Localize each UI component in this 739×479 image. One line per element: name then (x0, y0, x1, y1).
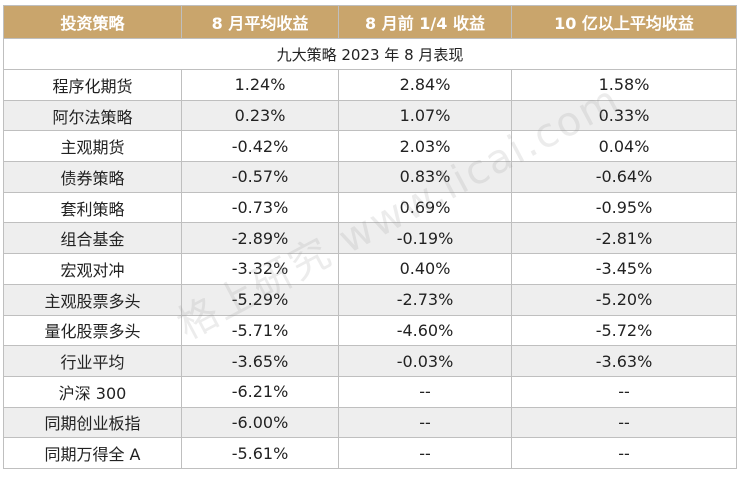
strategy-name-cell: 同期创业板指 (3, 406, 182, 439)
august-average-return-cell: 0.23% (181, 99, 339, 132)
august-average-return-cell: -0.42% (181, 130, 339, 163)
header-strategy: 投资策略 (3, 5, 182, 39)
august-average-return-cell: -5.61% (181, 437, 339, 469)
table-row: 行业平均 -3.65% -0.03% -3.63% (3, 345, 737, 377)
header-august-top-quartile-return: 8 月前 1/4 收益 (338, 5, 512, 39)
large-fund-average-return-cell: 0.04% (511, 130, 737, 163)
header-large-fund-average-return: 10 亿以上平均收益 (511, 5, 737, 39)
strategy-name-cell: 主观股票多头 (3, 283, 182, 316)
august-top-quartile-return-cell: -0.19% (338, 222, 512, 255)
table-row: 主观期货 -0.42% 2.03% 0.04% (3, 130, 737, 163)
large-fund-average-return-cell: -0.64% (511, 161, 737, 193)
august-average-return-cell: 1.24% (181, 69, 339, 101)
table-row: 套利策略 -0.73% 0.69% -0.95% (3, 191, 737, 224)
august-average-return-cell: -3.32% (181, 253, 339, 285)
table-row: 沪深 300 -6.21% -- -- (3, 375, 737, 408)
table-row: 组合基金 -2.89% -0.19% -2.81% (3, 222, 737, 255)
august-average-return-cell: -6.00% (181, 406, 339, 439)
august-average-return-cell: -2.89% (181, 222, 339, 255)
august-average-return-cell: -0.57% (181, 161, 339, 193)
large-fund-average-return-cell: -2.81% (511, 222, 737, 255)
table-body: 程序化期货 1.24% 2.84% 1.58% 阿尔法策略 0.23% 1.07% 0.33%… (3, 69, 737, 469)
large-fund-average-return-cell: -- (511, 437, 737, 469)
strategy-name-cell: 阿尔法策略 (3, 99, 182, 132)
august-top-quartile-return-cell: -4.60% (338, 314, 512, 347)
august-top-quartile-return-cell: -0.03% (338, 345, 512, 377)
table-row: 宏观对冲 -3.32% 0.40% -3.45% (3, 253, 737, 285)
strategy-name-cell: 沪深 300 (3, 375, 182, 408)
august-average-return-cell: -0.73% (181, 191, 339, 224)
strategy-name-cell: 程序化期货 (3, 69, 182, 101)
august-top-quartile-return-cell: -- (338, 375, 512, 408)
august-top-quartile-return-cell: 0.69% (338, 191, 512, 224)
august-top-quartile-return-cell: -2.73% (338, 283, 512, 316)
august-top-quartile-return-cell: 1.07% (338, 99, 512, 132)
table-row: 程序化期货 1.24% 2.84% 1.58% (3, 69, 737, 101)
table-row: 阿尔法策略 0.23% 1.07% 0.33% (3, 99, 737, 132)
large-fund-average-return-cell: -0.95% (511, 191, 737, 224)
large-fund-average-return-cell: -- (511, 406, 737, 439)
table-row: 同期创业板指 -6.00% -- -- (3, 406, 737, 439)
large-fund-average-return-cell: -3.45% (511, 253, 737, 285)
strategy-performance-table: 九大策略 2023 年 8 月表现 投资策略 8 月平均收益 8 月前 1/4 … (3, 5, 737, 469)
large-fund-average-return-cell: -3.63% (511, 345, 737, 377)
table-title: 九大策略 2023 年 8 月表现 (3, 38, 737, 70)
large-fund-average-return-cell: 1.58% (511, 69, 737, 101)
table-row: 债券策略 -0.57% 0.83% -0.64% (3, 161, 737, 193)
large-fund-average-return-cell: -5.72% (511, 314, 737, 347)
strategy-name-cell: 套利策略 (3, 191, 182, 224)
strategy-name-cell: 行业平均 (3, 345, 182, 377)
august-average-return-cell: -5.29% (181, 283, 339, 316)
august-average-return-cell: -6.21% (181, 375, 339, 408)
table-row: 同期万得全 A -5.61% -- -- (3, 437, 737, 469)
strategy-performance-table-container: 九大策略 2023 年 8 月表现 投资策略 8 月平均收益 8 月前 1/4 … (3, 5, 737, 469)
august-average-return-cell: -3.65% (181, 345, 339, 377)
august-top-quartile-return-cell: 2.84% (338, 69, 512, 101)
august-top-quartile-return-cell: -- (338, 437, 512, 469)
august-average-return-cell: -5.71% (181, 314, 339, 347)
table-row: 量化股票多头 -5.71% -4.60% -5.72% (3, 314, 737, 347)
august-top-quartile-return-cell: -- (338, 406, 512, 439)
strategy-name-cell: 组合基金 (3, 222, 182, 255)
table-title-row: 九大策略 2023 年 8 月表现 (3, 38, 737, 70)
large-fund-average-return-cell: -5.20% (511, 283, 737, 316)
strategy-name-cell: 债券策略 (3, 161, 182, 193)
large-fund-average-return-cell: 0.33% (511, 99, 737, 132)
table-row: 主观股票多头 -5.29% -2.73% -5.20% (3, 283, 737, 316)
header-august-average-return: 8 月平均收益 (181, 5, 339, 39)
strategy-name-cell: 同期万得全 A (3, 437, 182, 469)
strategy-name-cell: 主观期货 (3, 130, 182, 163)
august-top-quartile-return-cell: 0.40% (338, 253, 512, 285)
table-header-row: 投资策略 8 月平均收益 8 月前 1/4 收益 10 亿以上平均收益 (3, 5, 737, 39)
strategy-name-cell: 宏观对冲 (3, 253, 182, 285)
august-top-quartile-return-cell: 2.03% (338, 130, 512, 163)
strategy-name-cell: 量化股票多头 (3, 314, 182, 347)
august-top-quartile-return-cell: 0.83% (338, 161, 512, 193)
large-fund-average-return-cell: -- (511, 375, 737, 408)
